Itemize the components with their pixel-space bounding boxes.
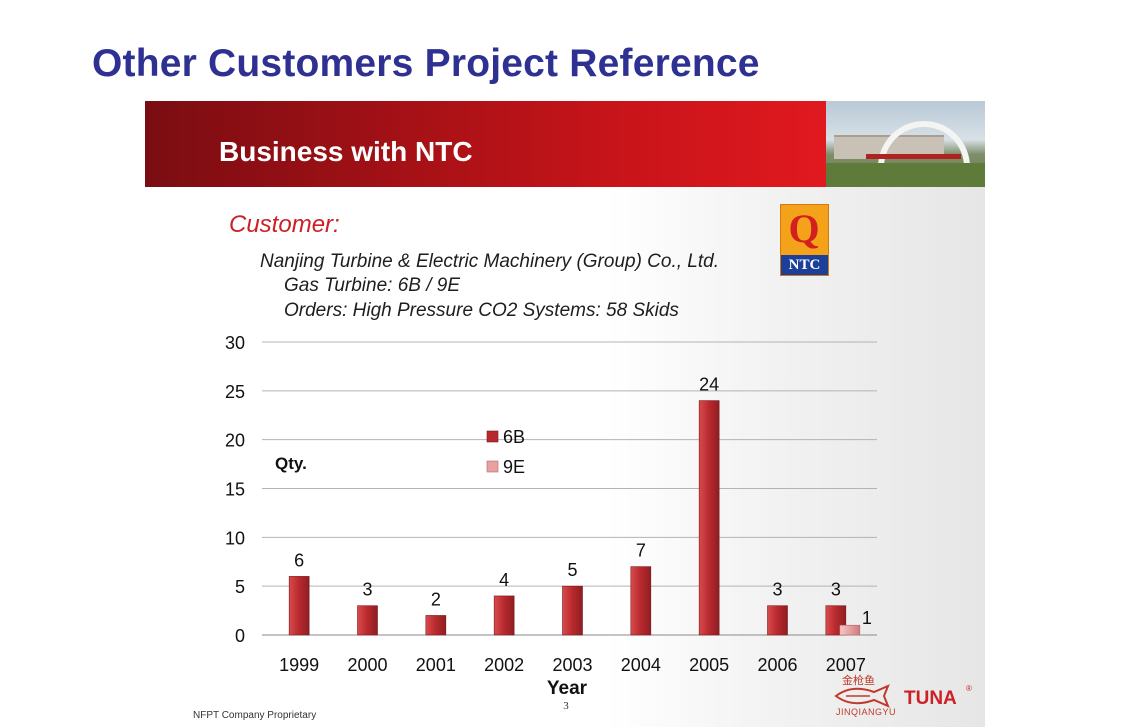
x-tick-labels: 1999 2000 2001 2002 2003 2004 2005 2006 2007 xyxy=(279,655,866,675)
data-label-6b-2000: 3 xyxy=(362,580,372,600)
data-label-6b-1999: 6 xyxy=(294,550,304,570)
x-tick-label: 2004 xyxy=(621,655,661,675)
gas-turbine-line: Gas Turbine: 6B / 9E xyxy=(284,275,461,296)
ntc-logo-mark: Q xyxy=(788,206,820,251)
page-number: 3 xyxy=(563,700,569,712)
ntc-logo-icon: Q NTC xyxy=(780,204,829,276)
y-tick-label: 10 xyxy=(225,528,245,548)
tuna-fish-icon xyxy=(834,684,890,708)
bar-6b-1999 xyxy=(288,576,310,636)
legend-swatch-6b xyxy=(486,430,499,443)
ntc-logo-text: NTC xyxy=(781,255,828,275)
tuna-brand: 金枪鱼 JINQIANGYU TUNA ® xyxy=(834,672,979,720)
grid-lines xyxy=(262,341,877,636)
y-tick-label: 25 xyxy=(225,382,245,402)
bar-6b-2003 xyxy=(562,585,583,636)
customer-label: Customer: xyxy=(229,211,340,238)
customer-name: Nanjing Turbine & Electric Machinery (Gr… xyxy=(260,251,719,272)
data-label-6b-2007: 3 xyxy=(831,580,841,600)
x-tick-label: 2002 xyxy=(484,655,524,675)
x-tick-label: 2006 xyxy=(757,655,797,675)
brand-pinyin: JINQIANGYU xyxy=(836,707,897,717)
y-tick-label: 20 xyxy=(225,431,245,451)
photo-lawn xyxy=(826,163,985,187)
y-tick-labels: 0 5 10 15 20 25 30 xyxy=(225,333,245,646)
y-axis-label: Qty. xyxy=(275,454,307,473)
data-label-6b-2006: 3 xyxy=(772,580,782,600)
bar-6b-2000 xyxy=(357,605,378,636)
page-title: Other Customers Project Reference xyxy=(92,42,760,85)
photo-banner-strip xyxy=(866,154,961,159)
legend-swatch-9e xyxy=(486,460,499,473)
bar-9e-2007 xyxy=(839,624,861,636)
x-tick-label: 1999 xyxy=(279,655,319,675)
legend-label-9e: 9E xyxy=(503,457,525,477)
data-label-6b-2002: 4 xyxy=(499,570,509,590)
bar-6b-2004 xyxy=(630,566,652,636)
y-tick-label: 5 xyxy=(235,577,245,597)
x-axis-title: Year xyxy=(547,678,588,699)
banner-title: Business with NTC xyxy=(219,136,473,167)
bars xyxy=(288,400,861,636)
y-tick-label: 0 xyxy=(235,626,245,646)
bar-6b-2002 xyxy=(493,595,515,636)
data-label-6b-2001: 2 xyxy=(431,589,441,609)
data-label-6b-2004: 7 xyxy=(636,541,646,561)
brand-name: TUNA xyxy=(904,688,957,709)
x-tick-label: 2001 xyxy=(416,655,456,675)
x-tick-label: 2000 xyxy=(347,655,387,675)
data-label-6b-2003: 5 xyxy=(567,560,577,580)
x-tick-label: 2007 xyxy=(826,655,866,675)
x-tick-label: 2003 xyxy=(552,655,592,675)
data-label-6b-2005: 24 xyxy=(699,375,719,395)
bar-6b-2005 xyxy=(698,400,720,636)
data-label-9e-2007: 1 xyxy=(862,608,872,628)
legend-label-6b: 6B xyxy=(503,427,525,447)
brand-chinese-name: 金枪鱼 xyxy=(842,674,875,687)
orders-line: Orders: High Pressure CO2 Systems: 58 Sk… xyxy=(284,300,679,321)
registered-mark: ® xyxy=(966,684,972,693)
footer-note: NFPT Company Proprietary xyxy=(193,710,317,721)
campus-photo xyxy=(826,101,985,187)
x-tick-label: 2005 xyxy=(689,655,729,675)
red-banner xyxy=(145,101,826,187)
bar-6b-2006 xyxy=(767,605,788,636)
y-tick-label: 30 xyxy=(225,333,245,353)
bar-6b-2001 xyxy=(425,615,447,636)
legend: 6B 9E xyxy=(486,427,525,477)
y-tick-label: 15 xyxy=(225,480,245,500)
